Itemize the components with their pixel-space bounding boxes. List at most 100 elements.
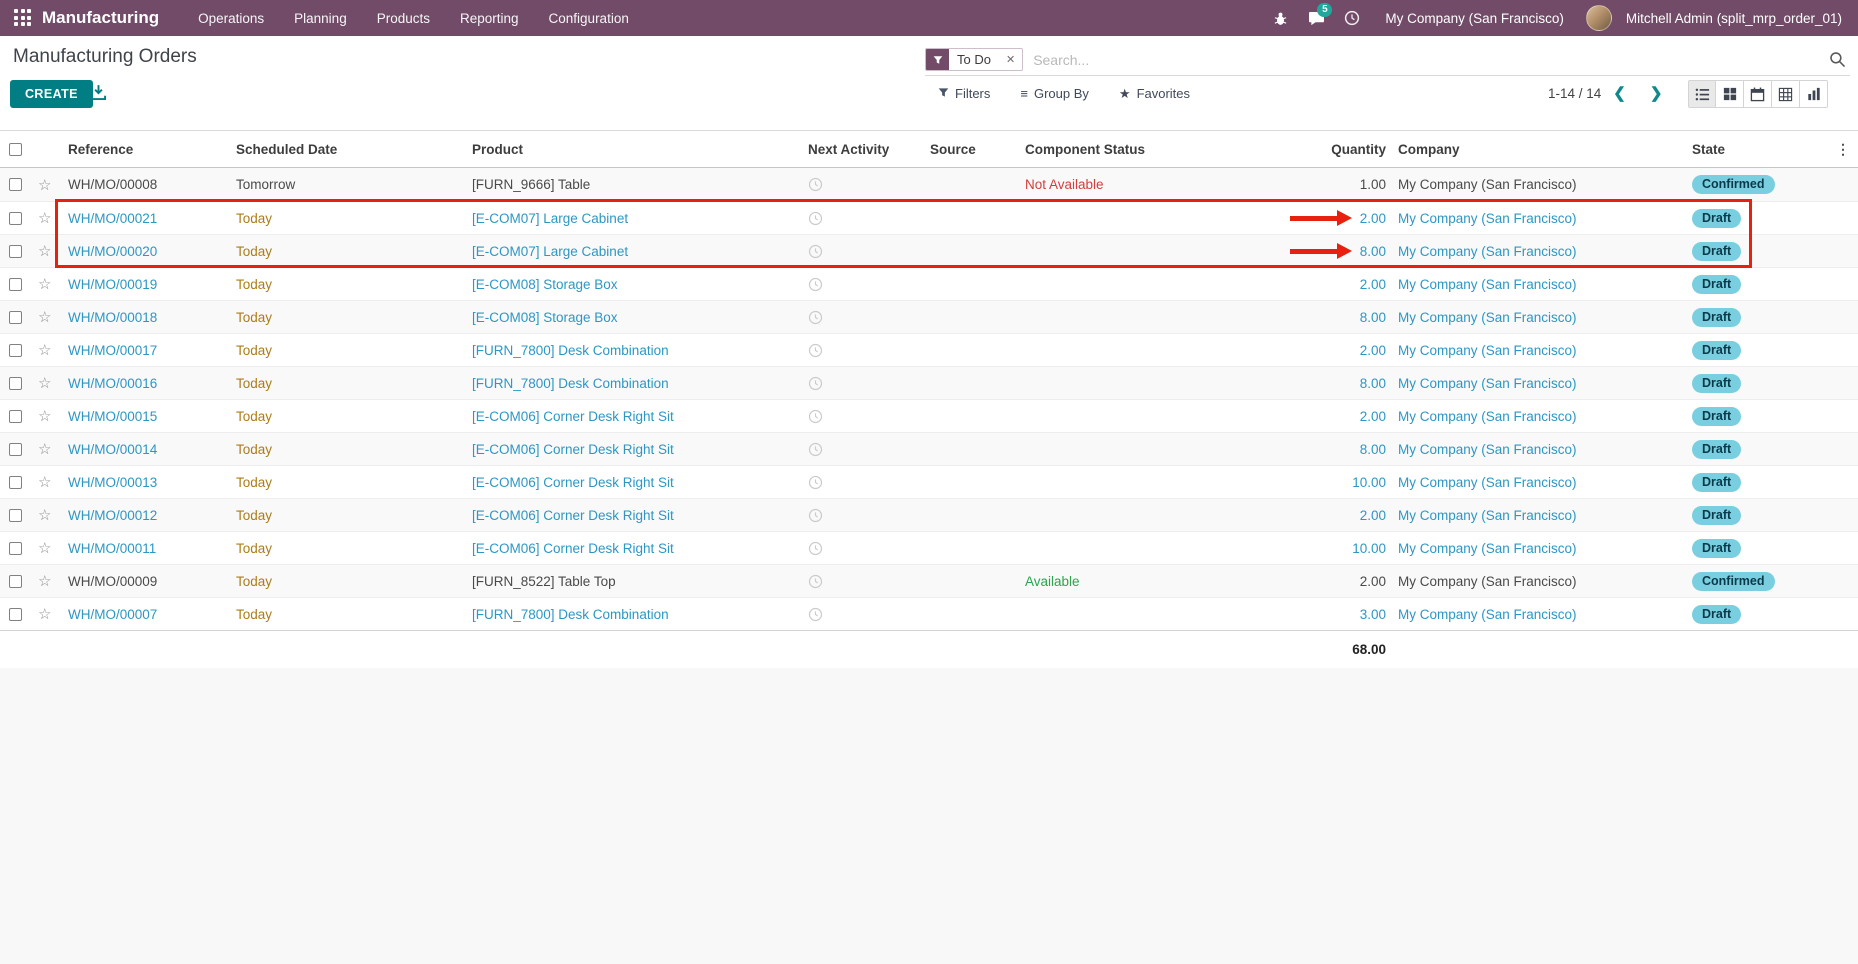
favorite-star-icon[interactable]: ☆ [38,474,52,491]
row-checkbox[interactable] [8,607,22,621]
table-row[interactable]: ☆ WH/MO/00021 Today [E-COM07] Large Cabi… [0,201,1858,234]
row-product: [E-COM06] Corner Desk Right Sit [472,474,674,490]
next-activity-clock-icon[interactable] [800,211,930,226]
col-header-scheduled-date[interactable]: Scheduled Date [236,141,338,157]
debug-bug-icon[interactable] [1265,3,1295,33]
pager-next-icon[interactable]: ❯ [1649,85,1663,102]
next-activity-clock-icon[interactable] [800,310,930,325]
table-row[interactable]: ☆ WH/MO/00011 Today [E-COM06] Corner Des… [0,531,1858,564]
table-row[interactable]: ☆ WH/MO/00013 Today [E-COM06] Corner Des… [0,465,1858,498]
table-row[interactable]: ☆ WH/MO/00007 Today [FURN_7800] Desk Com… [0,597,1858,630]
table-row[interactable]: ☆ WH/MO/00020 Today [E-COM07] Large Cabi… [0,234,1858,267]
favorite-star-icon[interactable]: ☆ [38,408,52,425]
table-row[interactable]: ☆ WH/MO/00009 Today [FURN_8522] Table To… [0,564,1858,597]
row-checkbox[interactable] [8,409,22,423]
favorites-button[interactable]: ★ Favorites [1118,86,1191,101]
group-by-button[interactable]: ≡ Group By [1020,86,1089,101]
kanban-view-button[interactable] [1716,80,1744,108]
next-activity-clock-icon[interactable] [800,541,930,556]
col-header-component-status[interactable]: Component Status [1025,141,1145,157]
favorite-star-icon[interactable]: ☆ [38,309,52,326]
favorite-star-icon[interactable]: ☆ [38,243,52,260]
row-checkbox[interactable] [8,508,22,522]
row-checkbox[interactable] [8,574,22,588]
activities-clock-icon[interactable] [1337,3,1367,33]
favorite-star-icon[interactable]: ☆ [38,375,52,392]
menu-operations[interactable]: Operations [198,10,265,26]
next-activity-clock-icon[interactable] [800,574,930,589]
next-activity-clock-icon[interactable] [800,508,930,523]
graph-view-button[interactable] [1800,80,1828,108]
menu-products[interactable]: Products [376,10,430,26]
next-activity-clock-icon[interactable] [800,442,930,457]
filters-button[interactable]: Filters [938,86,990,101]
col-header-next-activity[interactable]: Next Activity [808,141,890,157]
next-activity-clock-icon[interactable] [800,376,930,391]
row-checkbox[interactable] [8,343,22,357]
table-row[interactable]: ☆ WH/MO/00016 Today [FURN_7800] Desk Com… [0,366,1858,399]
menu-reporting[interactable]: Reporting [459,10,519,26]
favorite-star-icon[interactable]: ☆ [38,276,52,293]
col-header-state[interactable]: State [1692,141,1726,157]
row-checkbox[interactable] [8,178,22,191]
menu-configuration[interactable]: Configuration [548,10,629,26]
select-all-checkbox[interactable] [8,142,22,156]
company-switcher[interactable]: My Company (San Francisco) [1385,10,1564,26]
row-checkbox[interactable] [8,376,22,390]
favorite-star-icon[interactable]: ☆ [38,606,52,623]
row-checkbox[interactable] [8,541,22,555]
menu-planning[interactable]: Planning [294,10,347,26]
favorite-star-icon[interactable]: ☆ [38,176,52,194]
table-row[interactable]: ☆ WH/MO/00017 Today [FURN_7800] Desk Com… [0,333,1858,366]
favorite-star-icon[interactable]: ☆ [38,573,52,590]
row-checkbox[interactable] [8,244,22,258]
next-activity-clock-icon[interactable] [800,343,930,358]
row-checkbox[interactable] [8,310,22,324]
search-input[interactable] [1023,51,1829,68]
col-header-product[interactable]: Product [472,141,524,157]
pivot-view-button[interactable] [1772,80,1800,108]
pager-range[interactable]: 1-14 / 14 [1548,85,1602,101]
user-avatar[interactable] [1585,5,1612,31]
row-checkbox[interactable] [8,277,22,291]
next-activity-clock-icon[interactable] [800,475,930,490]
messages-chat-icon[interactable]: 5 [1301,3,1333,33]
favorite-star-icon[interactable]: ☆ [38,507,52,524]
next-activity-clock-icon[interactable] [800,177,930,192]
list-view-button[interactable] [1688,80,1716,108]
next-activity-clock-icon[interactable] [800,409,930,424]
col-header-quantity[interactable]: Quantity [1331,141,1386,157]
row-company: My Company (San Francisco) [1398,606,1577,622]
favorite-star-icon[interactable]: ☆ [38,441,52,458]
user-menu[interactable]: Mitchell Admin (split_mrp_order_01) [1625,10,1842,26]
apps-menu-icon[interactable] [14,9,32,27]
pager-previous-icon[interactable]: ❮ [1613,85,1626,102]
create-button[interactable]: CREATE [10,80,93,108]
search-icon[interactable] [1829,51,1846,68]
next-activity-clock-icon[interactable] [800,244,930,259]
favorite-star-icon[interactable]: ☆ [38,342,52,359]
table-row[interactable]: ☆ WH/MO/00014 Today [E-COM06] Corner Des… [0,432,1858,465]
table-row[interactable]: ☆ WH/MO/00019 Today [E-COM08] Storage Bo… [0,267,1858,300]
row-checkbox[interactable] [8,211,22,225]
favorite-star-icon[interactable]: ☆ [38,540,52,557]
row-company: My Company (San Francisco) [1398,276,1577,292]
state-badge: Confirmed [1692,571,1775,591]
table-row[interactable]: ☆ WH/MO/00015 Today [E-COM06] Corner Des… [0,399,1858,432]
optional-columns-icon[interactable]: ⋮ [1836,140,1850,157]
export-download-icon[interactable] [90,84,107,106]
col-header-company[interactable]: Company [1398,141,1460,157]
table-row[interactable]: ☆ WH/MO/00018 Today [E-COM08] Storage Bo… [0,300,1858,333]
favorite-star-icon[interactable]: ☆ [38,210,52,227]
col-header-reference[interactable]: Reference [68,141,134,157]
next-activity-clock-icon[interactable] [800,277,930,292]
calendar-view-button[interactable] [1744,80,1772,108]
facet-remove-icon[interactable]: ✕ [1005,54,1016,66]
row-checkbox[interactable] [8,442,22,456]
row-checkbox[interactable] [8,475,22,489]
col-header-source[interactable]: Source [930,141,976,157]
next-activity-clock-icon[interactable] [800,607,930,622]
app-title[interactable]: Manufacturing [42,8,160,27]
table-row[interactable]: ☆ WH/MO/00012 Today [E-COM06] Corner Des… [0,498,1858,531]
table-row[interactable]: ☆ WH/MO/00008 Tomorrow [FURN_9666] Table… [0,168,1858,201]
